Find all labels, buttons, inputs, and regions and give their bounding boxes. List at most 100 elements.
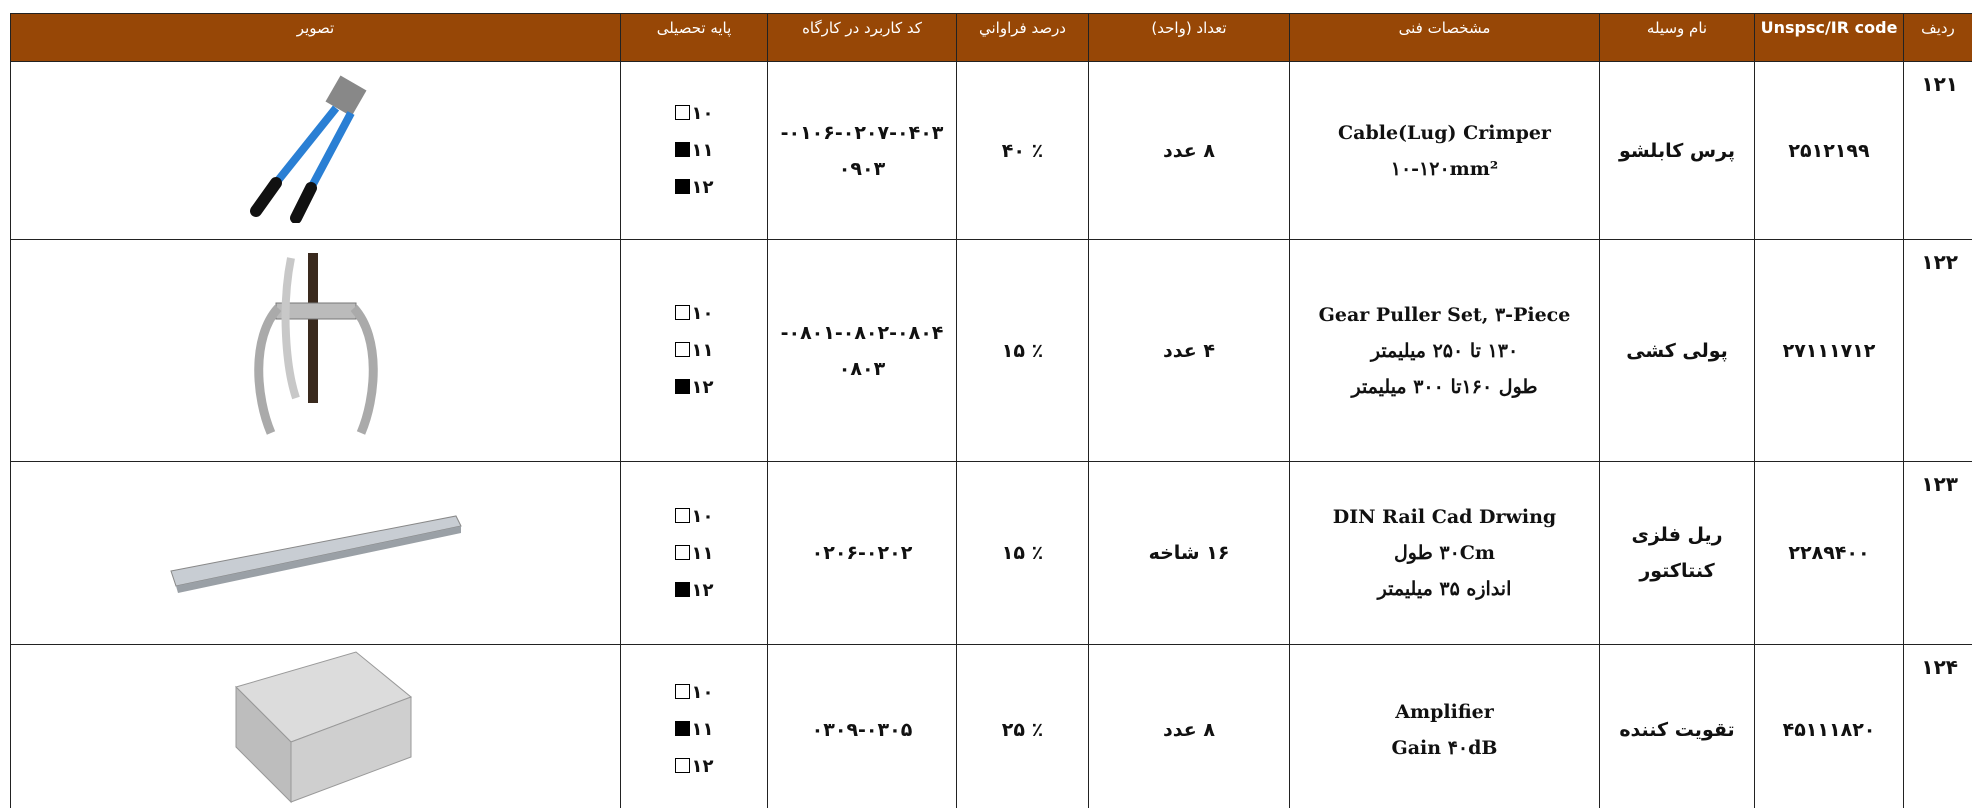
quantity: ۴ عدد	[1088, 239, 1290, 462]
row-number: ۱۲۳	[1903, 461, 1972, 645]
grade-option: ۱۲	[621, 572, 767, 609]
column-header: Unspsc/IR code	[1754, 13, 1904, 62]
grade-checkbox	[674, 544, 690, 560]
frequency-percent: ٪ ۱۵	[956, 239, 1089, 462]
picture	[253, 253, 378, 435]
item-picture	[10, 461, 621, 645]
item-name-line: پولی کشی	[1626, 339, 1728, 362]
unspsc-code: ۲۵۱۲۱۹۹	[1754, 61, 1904, 240]
quantity: ۸ عدد	[1088, 644, 1290, 808]
frequency-percent: ٪ ۴۰	[956, 61, 1089, 240]
item-name: تقویت کننده	[1599, 644, 1755, 808]
frequency-percent: ٪ ۲۵	[956, 644, 1089, 808]
grade-option: ۱۲	[621, 748, 767, 785]
spec-line: Amplifier	[1395, 700, 1494, 723]
usage-code: ۰۸۰۱-۰۸۰۲-۰۸۰۴- ۰۸۰۳	[767, 239, 957, 462]
item-name-line: پرس کابلشو	[1618, 139, 1736, 162]
grade-option: ۱۰	[621, 498, 767, 535]
row-number: ۱۲۱	[1903, 61, 1972, 240]
grade-option: ۱۲	[621, 369, 767, 406]
spec-line: ۱۰-۱۲۰mm²	[1390, 157, 1499, 180]
grades: ۱۰ ۱۱ ۱۲	[620, 461, 768, 645]
grades: ۱۰ ۱۱ ۱۲	[620, 61, 768, 240]
row-number: ۱۲۴	[1903, 644, 1972, 808]
column-header: کد کاربرد در کارگاه	[767, 13, 957, 62]
item-name: ریل فلزی کنتاکتور	[1599, 461, 1755, 645]
grade-checkbox	[674, 379, 690, 394]
column-header: مشخصات فنی	[1289, 13, 1600, 62]
grade-option: ۱۰	[621, 95, 767, 132]
usage-code: ۰۲۰۶-۰۲۰۲	[767, 461, 957, 645]
quantity: ۱۶ شاخه	[1088, 461, 1290, 645]
column-header: درصد فراواني	[956, 13, 1089, 62]
grade-label: ۱۲	[691, 756, 714, 777]
item-name-line: تقویت کننده	[1619, 718, 1735, 741]
item-picture	[10, 239, 621, 462]
grade-label: ۱۲	[691, 177, 714, 198]
grade-label: ۱۱	[691, 140, 714, 161]
equipment-table: ردیف Unspsc/IR code نام وسیله مشخصات فنی تعد…	[10, 13, 1972, 808]
table-row: ۱۲۳ ۲۲۸۹۴۰۰ ریل فلزی کنتاکتور DIN Rail Cad D…	[10, 461, 1972, 645]
column-header: تصویر	[10, 13, 621, 62]
grade-checkbox	[674, 305, 690, 320]
grade-checkbox	[674, 342, 690, 357]
grade-label: ۱۰	[691, 103, 714, 124]
grade-label: ۱۱	[691, 340, 714, 361]
specification: Amplifier Gain ۴۰dB	[1289, 644, 1600, 808]
grade-option: ۱۱	[621, 535, 767, 572]
usage-line: ۰۸۰۳	[838, 357, 886, 380]
column-header: ردیف	[1903, 13, 1972, 62]
item-picture	[10, 61, 621, 240]
picture	[249, 75, 366, 224]
spec-line: ۳۰Cm طول	[1394, 542, 1495, 564]
item-name-line: ریل فلزی	[1631, 524, 1723, 546]
unspsc-code: ۲۷۱۱۱۷۱۲	[1754, 239, 1904, 462]
grade-option: ۱۱	[621, 711, 767, 748]
spec-line: Gain ۴۰dB	[1391, 736, 1498, 759]
unspsc-code: ۲۲۸۹۴۰۰	[1754, 461, 1904, 645]
table-body: ۱۲۱ ۲۵۱۲۱۹۹ پرس کابلشو Cable(Lug) Crimper ۱۰…	[10, 61, 1972, 808]
spec-line: Cable(Lug) Crimper	[1338, 121, 1551, 144]
grade-label: ۱۰	[691, 303, 714, 324]
unspsc-code: ۴۵۱۱۱۸۲۰	[1754, 644, 1904, 808]
grade-label: ۱۰	[691, 505, 714, 527]
usage-line: ۰۲۰۶-۰۲۰۲	[811, 542, 913, 564]
grade-checkbox	[674, 758, 690, 773]
grade-checkbox	[674, 507, 690, 523]
table-row: ۱۲۱ ۲۵۱۲۱۹۹ پرس کابلشو Cable(Lug) Crimper ۱۰…	[10, 61, 1972, 240]
spec-line: Gear Puller Set, ۳-Piece	[1318, 303, 1571, 326]
grade-label: ۱۲	[691, 579, 714, 601]
grade-checkbox	[674, 721, 690, 736]
grade-label: ۱۰	[691, 682, 714, 703]
grade-option: ۱۱	[621, 132, 767, 169]
usage-line: ۰۸۰۱-۰۸۰۲-۰۸۰۴-	[780, 321, 944, 344]
usage-line: ۰۹۰۳	[838, 157, 886, 180]
spec-line: طول ۱۶۰تا ۳۰۰ میلیمتر	[1351, 375, 1538, 398]
row-number: ۱۲۲	[1903, 239, 1972, 462]
specification: Cable(Lug) Crimper ۱۰-۱۲۰mm²	[1289, 61, 1600, 240]
grades: ۱۰ ۱۱ ۱۲	[620, 239, 768, 462]
specification: DIN Rail Cad Drwing ۳۰Cm طول اندازه ۳۵ میل…	[1289, 461, 1600, 645]
table-row: ۱۲۲ ۲۷۱۱۱۷۱۲ پولی کشی Gear Puller Set, ۳-Pi…	[10, 239, 1972, 462]
column-header: نام وسیله	[1599, 13, 1755, 62]
grade-checkbox	[674, 684, 690, 699]
usage-code: ۰۳۰۹-۰۳۰۵	[767, 644, 957, 808]
grade-checkbox	[674, 105, 690, 120]
grade-option: ۱۲	[621, 169, 767, 206]
grade-option: ۱۱	[621, 332, 767, 369]
spec-line: DIN Rail Cad Drwing	[1332, 506, 1557, 528]
usage-line: ۰۳۰۹-۰۳۰۵	[811, 718, 913, 741]
item-name: پرس کابلشو	[1599, 61, 1755, 240]
grade-option: ۱۰	[621, 674, 767, 711]
grade-option: ۱۰	[621, 295, 767, 332]
usage-code: ۰۱۰۶-۰۲۰۷-۰۴۰۳- ۰۹۰۳	[767, 61, 957, 240]
item-picture	[10, 644, 621, 808]
item-name: پولی کشی	[1599, 239, 1755, 462]
grade-label: ۱۲	[691, 377, 714, 398]
column-header: پایه تحصیلی	[620, 13, 768, 62]
grade-label: ۱۱	[691, 719, 714, 740]
spec-line: ۱۳۰ تا ۲۵۰ میلیمتر	[1370, 339, 1519, 362]
picture	[234, 651, 412, 804]
spec-line: اندازه ۳۵ میلیمتر	[1377, 578, 1512, 600]
